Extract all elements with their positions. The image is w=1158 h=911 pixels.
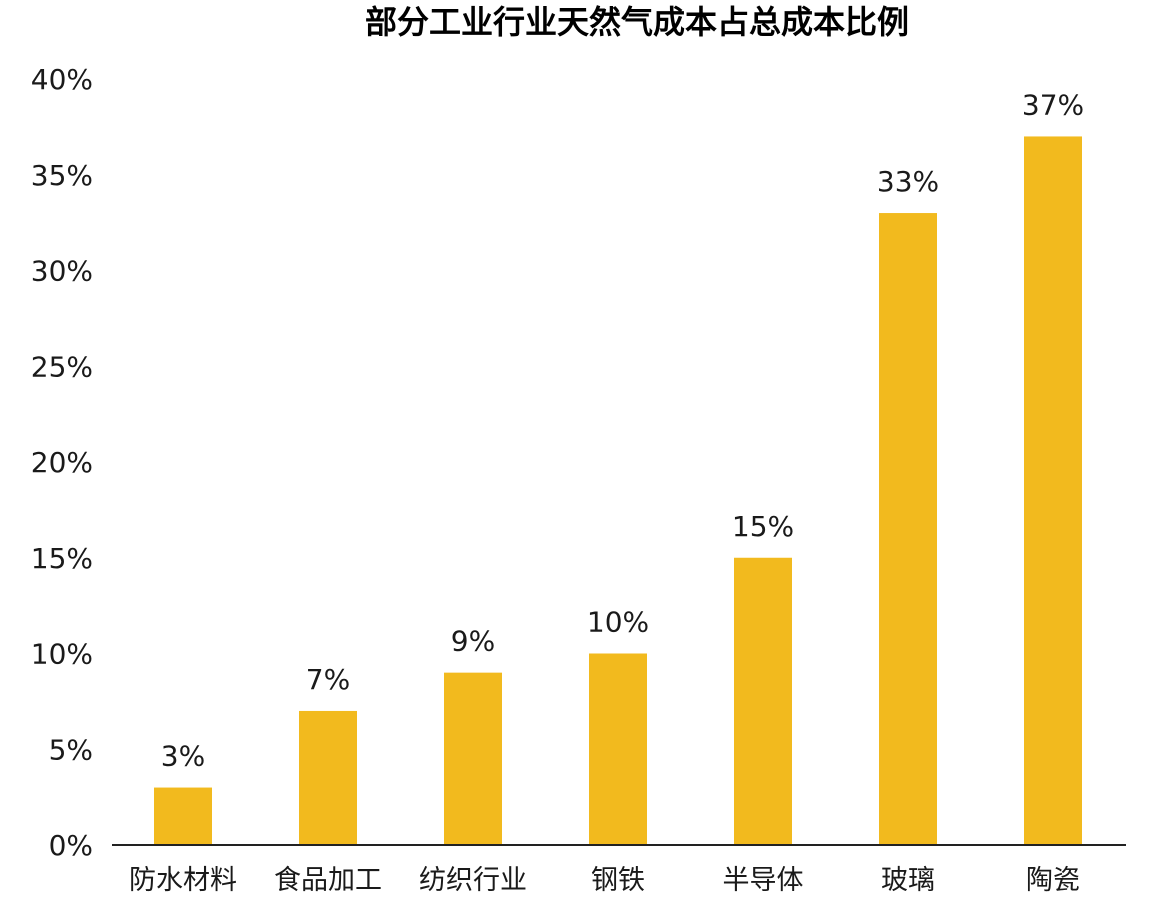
- y-tick-label: 5%: [49, 733, 93, 766]
- x-tick-label: 防水材料: [129, 865, 237, 896]
- x-tick-label: 陶瓷: [1026, 865, 1080, 896]
- x-tick-label: 纺织行业: [419, 865, 527, 896]
- bar: [589, 653, 647, 845]
- y-tick-label: 40%: [31, 63, 93, 96]
- data-label: 9%: [451, 625, 495, 658]
- y-tick-label: 20%: [31, 446, 93, 479]
- x-tick-label: 玻璃: [881, 865, 935, 896]
- bar: [1024, 136, 1082, 845]
- bar: [154, 787, 212, 845]
- y-tick-label: 0%: [49, 829, 93, 862]
- data-label: 37%: [1022, 88, 1084, 121]
- bar: [734, 557, 792, 845]
- y-axis-ticks: 0% 5% 10% 15% 20% 25% 30% 35% 40%: [31, 63, 93, 862]
- data-label: 10%: [587, 606, 649, 639]
- y-tick-label: 35%: [31, 159, 93, 192]
- data-label: 7%: [306, 663, 350, 696]
- bar: [444, 672, 502, 845]
- y-tick-label: 25%: [31, 350, 93, 383]
- y-tick-label: 15%: [31, 542, 93, 575]
- bar: [299, 710, 357, 845]
- data-labels: 3% 7% 9% 10% 15% 33% 37%: [161, 88, 1084, 772]
- x-tick-label: 食品加工: [274, 865, 382, 896]
- data-label: 15%: [732, 510, 794, 543]
- x-tick-label: 半导体: [723, 865, 804, 896]
- data-label: 33%: [877, 165, 939, 198]
- chart-title: 部分工业行业天然气成本占总成本比例: [365, 3, 909, 41]
- bar: [879, 213, 937, 846]
- x-axis-ticks: 防水材料 食品加工 纺织行业 钢铁 半导体 玻璃 陶瓷: [129, 865, 1080, 896]
- data-label: 3%: [161, 740, 205, 773]
- x-tick-label: 钢铁: [591, 865, 645, 896]
- bars: [154, 136, 1082, 846]
- y-tick-label: 30%: [31, 255, 93, 288]
- y-tick-label: 10%: [31, 638, 93, 671]
